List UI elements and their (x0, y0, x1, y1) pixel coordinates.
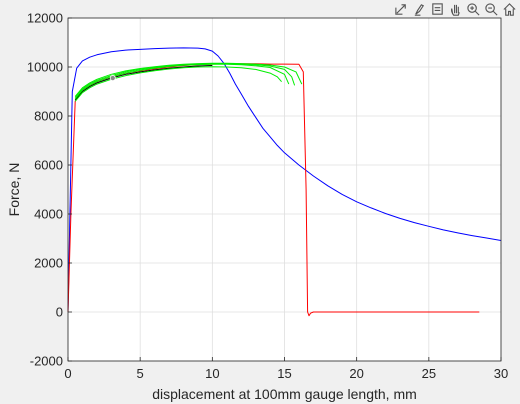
y-tick-label: -2000 (30, 354, 63, 369)
y-axis-label: Force, N (6, 163, 22, 217)
x-tick-label: 15 (277, 366, 291, 381)
y-tick-label: 10000 (27, 60, 63, 75)
pan-icon[interactable] (447, 1, 464, 18)
home-icon[interactable] (501, 1, 518, 18)
y-tick-label: 0 (56, 305, 63, 320)
axis-ticks: 0 5 10 15 20 25 30-200002000400060008000100001… (27, 11, 508, 382)
y-tick-label: 2000 (34, 256, 63, 271)
y-tick-label: 4000 (34, 207, 63, 222)
data-point-marker[interactable] (109, 75, 116, 82)
x-axis-label: displacement at 100mm gauge length, mm (152, 386, 417, 402)
x-tick-label: 0 (64, 366, 71, 381)
x-tick-label: 20 (349, 366, 363, 381)
series-line-0 (67, 47, 502, 313)
x-tick-label: 30 (494, 366, 508, 381)
series-line-2 (74, 65, 213, 101)
data-tips-icon[interactable] (429, 1, 446, 18)
brush-icon[interactable] (411, 1, 428, 18)
zoom-out-icon[interactable] (483, 1, 500, 18)
export-icon[interactable] (393, 1, 410, 18)
x-tick-label: 10 (205, 366, 219, 381)
series-line-3 (74, 66, 282, 102)
y-tick-label: 12000 (27, 11, 63, 26)
x-tick-label: 5 (137, 366, 144, 381)
series-line-6 (74, 62, 303, 97)
axes-toolbar (393, 0, 518, 18)
x-tick-label: 25 (422, 366, 436, 381)
series-layer (67, 47, 502, 317)
y-tick-label: 6000 (34, 158, 63, 173)
y-tick-label: 8000 (34, 109, 63, 124)
zoom-in-icon[interactable] (465, 1, 482, 18)
